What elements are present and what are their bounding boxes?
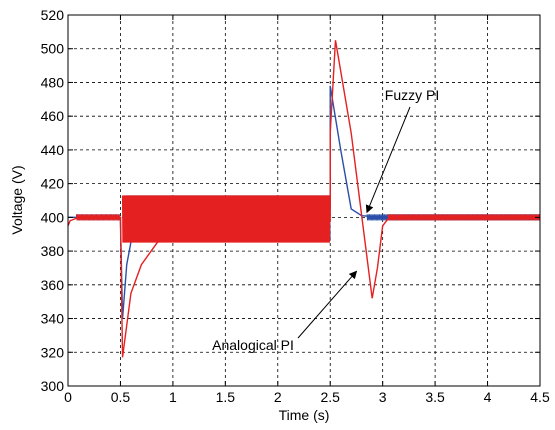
analogical-pi-steady-ripple-end	[387, 214, 540, 221]
y-tick-label: 320	[41, 344, 65, 360]
analogical-pi-ripple-band	[121, 195, 331, 243]
annotation-analogical-pi-arrow	[297, 270, 358, 339]
annotations: Fuzzy PI Analogical PI	[212, 87, 439, 353]
x-tick-label: 4	[484, 389, 492, 405]
y-tick-label: 420	[41, 176, 65, 192]
annotation-fuzzy-pi: Fuzzy PI	[385, 87, 439, 103]
analogical-pi-line	[68, 40, 540, 358]
y-tick-label: 500	[41, 41, 65, 57]
y-tick-label: 380	[41, 243, 65, 259]
x-tick-label: 2	[274, 389, 282, 405]
y-tick-label: 300	[41, 378, 65, 394]
x-tick-label: 1	[169, 389, 177, 405]
y-tick-label: 360	[41, 277, 65, 293]
x-axis-label: Time (s)	[279, 407, 330, 423]
series-group	[68, 40, 540, 358]
x-tick-label: 4.5	[530, 389, 550, 405]
analogical-pi-steady-ripple-start	[75, 214, 121, 221]
x-tick-label: 3	[379, 389, 387, 405]
x-tick-label: 2.5	[320, 389, 340, 405]
annotation-analogical-pi: Analogical PI	[212, 337, 294, 353]
y-tick-label: 340	[41, 311, 65, 327]
x-tick-label: 1.5	[216, 389, 236, 405]
x-tick-label: 0	[64, 389, 72, 405]
y-tick-label: 460	[41, 108, 65, 124]
annotation-fuzzy-pi-arrow	[365, 106, 411, 214]
plot-frame	[67, 14, 541, 387]
ticks: 0 0.5 1 1.5 2 2.5 3 3.5 4 4.5 300 320 340 360 380 400 42…	[41, 7, 550, 405]
x-tick-label: 3.5	[425, 389, 445, 405]
y-tick-label: 520	[41, 7, 65, 23]
y-tick-label: 400	[41, 209, 65, 225]
x-tick-label: 0.5	[111, 389, 131, 405]
y-tick-label: 480	[41, 74, 65, 90]
y-axis-label: Voltage (V)	[9, 165, 25, 234]
y-tick-label: 440	[41, 142, 65, 158]
